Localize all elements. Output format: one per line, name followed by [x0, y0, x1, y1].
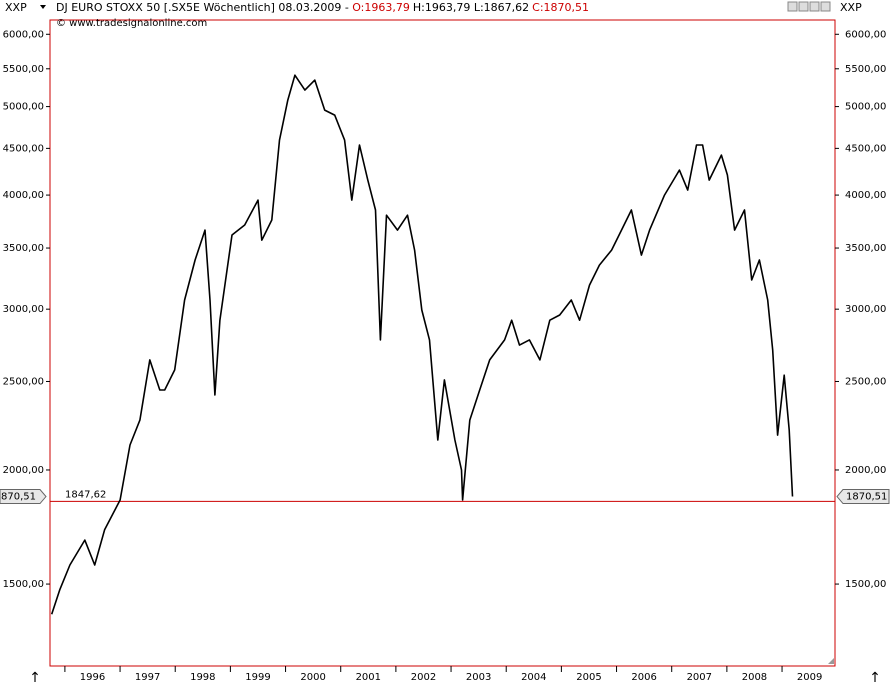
axis-name-right: XXP: [840, 1, 862, 14]
reference-label: 1847,62: [65, 489, 106, 500]
y-tick-label-right: 3000,00: [845, 304, 886, 315]
y-tick-label-right: 1500,00: [845, 579, 886, 590]
y-tick-label-right: 2500,00: [845, 376, 886, 387]
button-restore[interactable]: [809, 1, 820, 12]
y-tick-label-left: 4500,00: [3, 143, 44, 154]
price-badge-right-label: 1870,51: [846, 492, 887, 503]
y-tick-label-right: 2000,00: [845, 465, 886, 476]
y-tick-label-right: 4500,00: [845, 143, 886, 154]
close-label: C:1870,51: [532, 1, 589, 14]
x-tick-label: 1996: [80, 672, 105, 683]
y-tick-label-left: 2500,00: [3, 376, 44, 387]
y-tick-label-left: 3000,00: [3, 304, 44, 315]
y-tick-label-right: 4000,00: [845, 190, 886, 201]
button-left[interactable]: [787, 1, 798, 12]
high-low-label: H:1963,79 L:1867,62: [413, 1, 529, 14]
y-tick-label-left: 5000,00: [3, 102, 44, 113]
x-tick-label: 1997: [135, 672, 160, 683]
x-tick-label: 1998: [190, 672, 215, 683]
arrow-right[interactable]: ↑: [869, 670, 881, 686]
arrow-left[interactable]: ↑: [29, 670, 41, 686]
x-tick-label: 2005: [576, 672, 601, 683]
y-tick-label-right: 5000,00: [845, 102, 886, 113]
y-tick-label-left: 2000,00: [3, 465, 44, 476]
x-tick-label: 2009: [797, 672, 822, 683]
y-tick-label-left: 4000,00: [3, 190, 44, 201]
y-tick-label-left: 6000,00: [3, 29, 44, 40]
header: DJ EURO STOXX 50 [.SX5E Wöchentlich] 08.…: [56, 1, 589, 14]
x-tick-label: 2003: [466, 672, 491, 683]
y-tick-label-right: 5500,00: [845, 64, 886, 75]
plot-frame: [49, 19, 836, 667]
price-badge-right: [836, 489, 890, 505]
price-badge-left: [0, 489, 47, 505]
x-tick-label: 2008: [742, 672, 767, 683]
y-tick-label-left: 1500,00: [3, 579, 44, 590]
y-tick-label-left: 5500,00: [3, 64, 44, 75]
x-tick-label: 2006: [631, 672, 656, 683]
y-tick-label-left: 3500,00: [3, 243, 44, 254]
axis-name-left[interactable]: XXP: [5, 1, 27, 14]
x-tick-label: 2000: [300, 672, 325, 683]
y-tick-label-right: 3500,00: [845, 243, 886, 254]
source: © www.tradesignalonline.com: [56, 18, 207, 29]
button-right[interactable]: [798, 1, 809, 12]
open-label: O:1963,79: [352, 1, 410, 14]
x-tick-label: 2004: [521, 672, 546, 683]
price-badge-left-label: 1870,51: [0, 492, 36, 503]
price-line: [50, 74, 794, 615]
resize-grip[interactable]: [828, 658, 834, 664]
x-tick-label: 2002: [411, 672, 436, 683]
dropdown-arrow[interactable]: [40, 5, 46, 9]
x-tick-label: 1999: [245, 672, 270, 683]
window-buttons: [787, 1, 831, 12]
x-tick-label: 2001: [356, 672, 381, 683]
button-close[interactable]: [820, 1, 831, 12]
x-tick-label: 2007: [687, 672, 712, 683]
title: DJ EURO STOXX 50 [.SX5E Wöchentlich] 08.…: [56, 1, 349, 14]
y-tick-label-right: 6000,00: [845, 29, 886, 40]
